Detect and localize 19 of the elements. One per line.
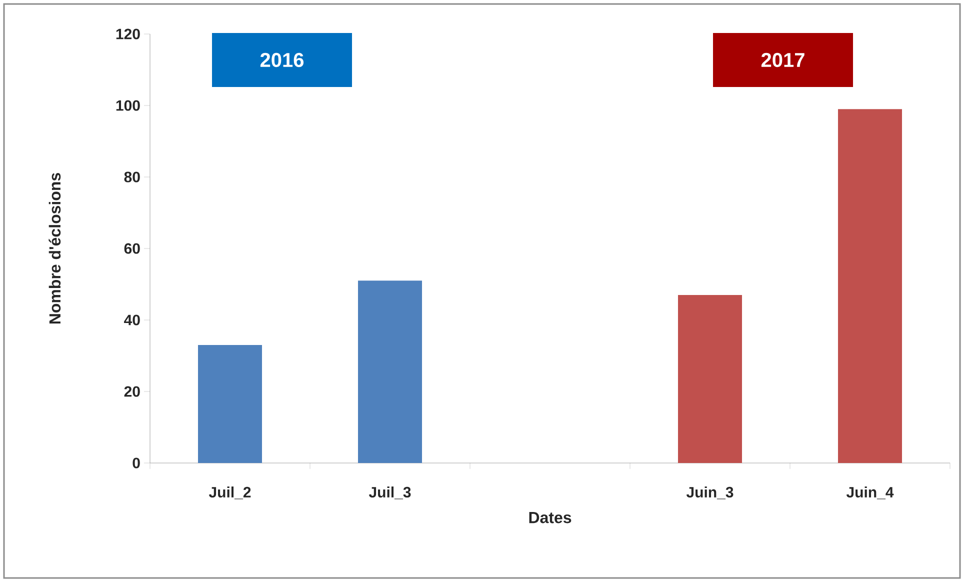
y-tick-label: 120 xyxy=(116,28,140,40)
y-tick-label: 40 xyxy=(124,314,140,326)
y-axis-title: Nombre d'éclosions xyxy=(48,173,61,324)
x-tick-label: Juil_2 xyxy=(208,486,251,500)
y-tick-label: 100 xyxy=(116,100,140,111)
x-tick-label: Juin_4 xyxy=(846,486,894,500)
y-tick-label: 0 xyxy=(132,458,140,468)
annotation: 2016 xyxy=(260,52,304,68)
x-tick-label: Juil_3 xyxy=(368,486,411,500)
bar xyxy=(198,345,262,463)
bar xyxy=(678,294,742,463)
y-tick-label: 60 xyxy=(124,243,140,254)
bar xyxy=(358,280,422,463)
x-tick-label: Juin_3 xyxy=(686,486,734,500)
y-tick-label: 80 xyxy=(124,172,140,182)
bar xyxy=(838,109,902,463)
x-axis-title: Dates xyxy=(529,512,572,524)
annotation: 2017 xyxy=(761,52,804,68)
y-tick-label: 20 xyxy=(124,386,140,397)
